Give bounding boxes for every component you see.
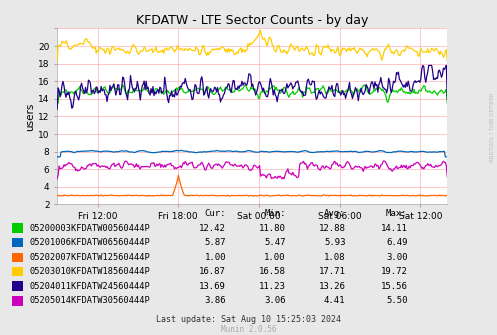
Text: 3.00: 3.00 bbox=[386, 253, 408, 262]
Text: 14.11: 14.11 bbox=[381, 224, 408, 232]
Text: 3.86: 3.86 bbox=[205, 296, 226, 305]
Text: Cur:: Cur: bbox=[205, 209, 226, 218]
Title: KFDATW - LTE Sector Counts - by day: KFDATW - LTE Sector Counts - by day bbox=[136, 14, 368, 27]
Text: 1.00: 1.00 bbox=[264, 253, 286, 262]
Text: 05200003KFDATW00560444P: 05200003KFDATW00560444P bbox=[30, 224, 151, 232]
Text: 05205014KFDATW30560444P: 05205014KFDATW30560444P bbox=[30, 296, 151, 305]
Text: 6.49: 6.49 bbox=[386, 238, 408, 247]
Text: Min:: Min: bbox=[264, 209, 286, 218]
Text: 13.26: 13.26 bbox=[319, 282, 345, 290]
Text: 5.87: 5.87 bbox=[205, 238, 226, 247]
Text: 1.08: 1.08 bbox=[324, 253, 345, 262]
Text: 4.41: 4.41 bbox=[324, 296, 345, 305]
Text: 05202007KFDATW12560444P: 05202007KFDATW12560444P bbox=[30, 253, 151, 262]
Text: 05201006KFDATW06560444P: 05201006KFDATW06560444P bbox=[30, 238, 151, 247]
Text: Avg:: Avg: bbox=[324, 209, 345, 218]
Text: 3.06: 3.06 bbox=[264, 296, 286, 305]
Text: Max:: Max: bbox=[386, 209, 408, 218]
Text: RRDTOOL / TOBI OETIKER: RRDTOOL / TOBI OETIKER bbox=[490, 92, 495, 162]
Text: 16.58: 16.58 bbox=[259, 267, 286, 276]
Text: 5.47: 5.47 bbox=[264, 238, 286, 247]
Text: 12.88: 12.88 bbox=[319, 224, 345, 232]
Text: 11.80: 11.80 bbox=[259, 224, 286, 232]
Text: 17.71: 17.71 bbox=[319, 267, 345, 276]
Text: 05203010KFDATW18560444P: 05203010KFDATW18560444P bbox=[30, 267, 151, 276]
Text: 16.87: 16.87 bbox=[199, 267, 226, 276]
Text: 05204011KFDATW24560444P: 05204011KFDATW24560444P bbox=[30, 282, 151, 290]
Text: 13.69: 13.69 bbox=[199, 282, 226, 290]
Text: 5.93: 5.93 bbox=[324, 238, 345, 247]
Text: 5.50: 5.50 bbox=[386, 296, 408, 305]
Text: 12.42: 12.42 bbox=[199, 224, 226, 232]
Text: 15.56: 15.56 bbox=[381, 282, 408, 290]
Y-axis label: users: users bbox=[25, 102, 35, 131]
Text: Munin 2.0.56: Munin 2.0.56 bbox=[221, 325, 276, 334]
Text: 19.72: 19.72 bbox=[381, 267, 408, 276]
Text: 1.00: 1.00 bbox=[205, 253, 226, 262]
Text: 11.23: 11.23 bbox=[259, 282, 286, 290]
Text: Last update: Sat Aug 10 15:25:03 2024: Last update: Sat Aug 10 15:25:03 2024 bbox=[156, 315, 341, 324]
